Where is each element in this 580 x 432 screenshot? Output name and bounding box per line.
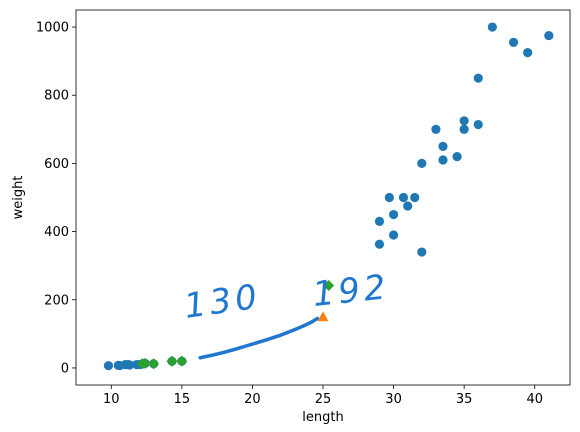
x-tick-label: 35 [456,392,473,407]
data-point [417,158,427,169]
x-tick-label: 30 [385,392,402,407]
data-point [410,192,420,203]
data-point [438,141,448,151]
axes [75,9,571,386]
data-point [473,73,483,83]
data-point [384,192,394,203]
curve-line [198,316,320,360]
x-axis-label: length [302,410,343,425]
data-point [438,155,448,165]
data-point [374,239,385,249]
neighbor-point [166,355,178,367]
handwritten-curve [198,316,320,360]
y-axis-label: weight [11,176,26,220]
y-tick-label: 800 [44,89,69,104]
x-tick-label: 10 [103,392,120,407]
data-point [544,30,554,41]
data-point [388,230,399,240]
handwritten-annotation: 192 [311,267,392,315]
neighbor-point [139,357,151,369]
handwritten-annotation: 130 [182,277,264,327]
y-tick-label: 200 [44,293,69,308]
x-tick-label: 20 [244,392,261,407]
target-point [317,311,329,322]
data-point [487,22,497,32]
data-point [459,116,469,126]
neighbor-point [323,279,335,291]
data-point [508,37,519,47]
data-point [431,124,441,134]
data-point [103,361,114,371]
y-tick-label: 0 [61,361,69,376]
neighbor-point [176,355,188,367]
neighbor-point [148,358,160,370]
data-point [374,216,385,226]
data-point [473,119,483,130]
x-tick-label: 15 [174,392,191,407]
x-axis-ticks: 10 15 20 25 30 35 40 [103,385,543,407]
data-point [388,209,399,220]
data-point [417,247,427,257]
data-point [398,192,409,203]
y-tick-label: 1000 [36,21,69,36]
data-point [523,48,533,58]
y-tick-label: 400 [44,225,69,240]
data-point [403,201,413,211]
data-point [452,151,462,162]
axes-frame [75,9,571,386]
data-point [125,360,135,370]
x-tick-label: 40 [526,392,543,407]
data-point [459,124,469,134]
y-axis-ticks: 0 200 400 600 800 1000 [36,21,76,376]
x-tick-label: 25 [315,392,332,407]
data-points [103,22,554,371]
y-tick-label: 600 [44,157,69,172]
